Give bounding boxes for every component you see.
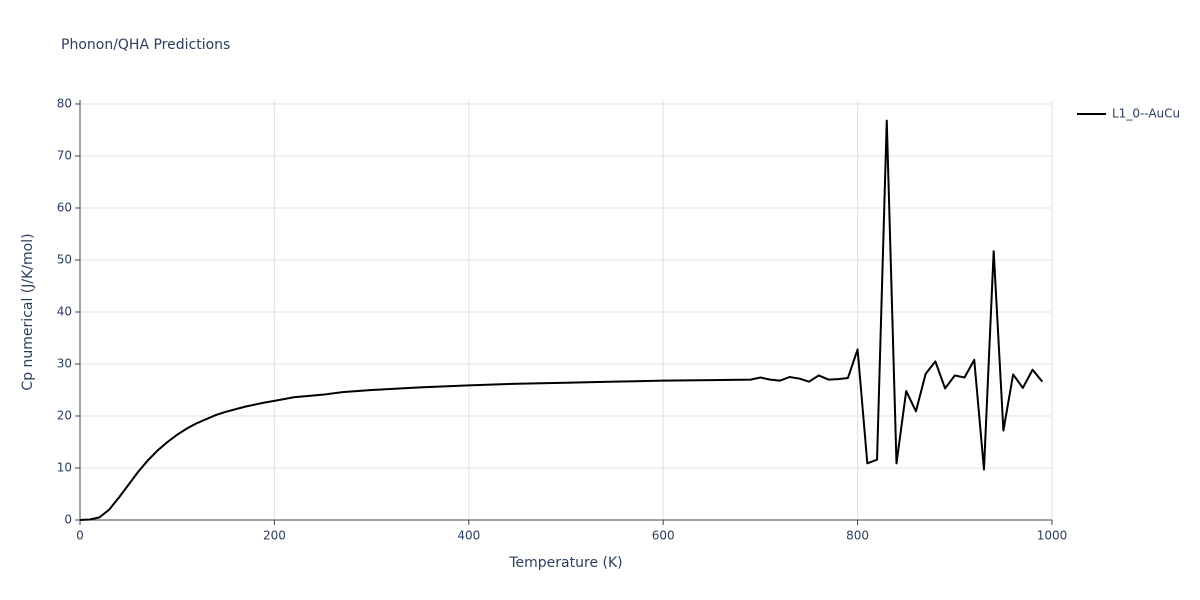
y-tick-label: 10 [57, 461, 72, 475]
y-tick-label: 60 [57, 201, 72, 215]
y-tick-label: 50 [57, 253, 72, 267]
series-line [79, 119, 1044, 521]
x-tick-label: 800 [846, 529, 869, 543]
plot [79, 119, 1044, 521]
y-tick-label: 70 [57, 149, 72, 163]
y-tick-label: 80 [57, 97, 72, 111]
chart-title: Phonon/QHA Predictions [61, 37, 230, 53]
legend-label: L1_0--AuCu [1112, 107, 1180, 121]
x-tick-label: 600 [652, 529, 675, 543]
x-tick-label: 200 [263, 529, 286, 543]
x-axis-title: Temperature (K) [508, 555, 622, 571]
x-tick-label: 400 [457, 529, 480, 543]
y-tick-label: 40 [57, 305, 72, 319]
y-tick-label: 0 [64, 513, 72, 527]
x-tick-label: 0 [76, 529, 84, 543]
y-tick-label: 20 [57, 409, 72, 423]
x-tick-label: 1000 [1037, 529, 1068, 543]
y-axis-title: Cp numerical (J/K/mol) [20, 233, 36, 390]
legend: L1_0--AuCu [1077, 107, 1180, 121]
y-tick-label: 30 [57, 357, 72, 371]
